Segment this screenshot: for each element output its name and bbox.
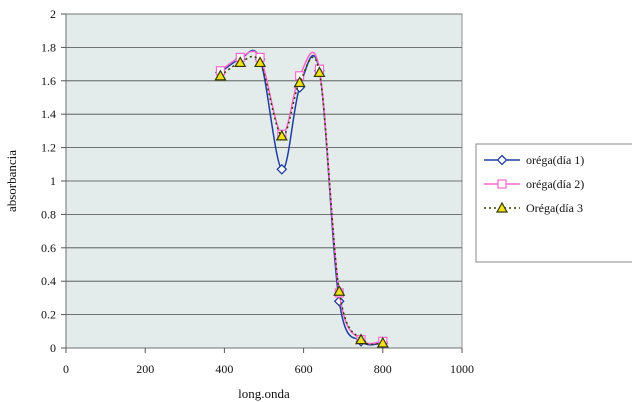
data-point xyxy=(333,284,346,296)
legend-marker xyxy=(496,154,508,166)
series-group xyxy=(214,49,389,349)
x-tick-label: 400 xyxy=(215,362,233,376)
x-axis-title: long.onda xyxy=(238,386,290,401)
series-line xyxy=(220,50,383,345)
data-point xyxy=(293,76,306,88)
y-tick-label: 0.8 xyxy=(41,207,56,221)
data-point xyxy=(313,66,326,78)
y-tick-label: 0.6 xyxy=(41,241,56,255)
y-tick-label: 1.6 xyxy=(41,74,56,88)
data-point xyxy=(234,56,247,68)
data-point xyxy=(214,69,227,81)
y-tick-label: 0.2 xyxy=(41,308,56,322)
data-point xyxy=(276,163,288,175)
legend-label: oréga(día 1) xyxy=(526,153,584,167)
x-tick-label: 1000 xyxy=(450,362,474,376)
y-tick-label: 1.8 xyxy=(41,40,56,54)
data-point xyxy=(376,336,389,348)
series-line xyxy=(220,55,383,346)
data-point xyxy=(275,129,288,141)
legend-marker xyxy=(497,179,507,189)
x-tick-label: 200 xyxy=(136,362,154,376)
legend-item: oréga(día 1) xyxy=(484,153,584,167)
legend-label: oréga(día 2) xyxy=(526,177,584,191)
y-tick-label: 1 xyxy=(50,174,56,188)
y-tick-label: 1.2 xyxy=(41,141,56,155)
y-tick-labels: 0 0.2 0.4 0.6 0.8 1 1.2 1.4 1.6 1.8 2 xyxy=(41,7,66,355)
x-tick-label: 800 xyxy=(374,362,392,376)
y-tick-label: 2 xyxy=(50,7,56,21)
y-tick-label: 0 xyxy=(50,341,56,355)
legend-item: oréga(día 2) xyxy=(484,177,584,191)
series-or-ga-d-a-3 xyxy=(214,55,389,348)
y-tick-label: 1.4 xyxy=(41,107,56,121)
data-point xyxy=(355,333,368,345)
x-tick-label: 0 xyxy=(63,362,69,376)
legend: oréga(día 1) oréga(día 2) Oréga(día 3 xyxy=(475,143,632,263)
legend-item: Oréga(día 3 xyxy=(484,201,583,215)
legend-marker xyxy=(495,201,509,213)
legend-label: Oréga(día 3 xyxy=(526,201,583,215)
x-tick-labels: 0 200 400 600 800 1000 xyxy=(63,348,474,376)
data-point xyxy=(254,56,267,68)
y-tick-label: 0.4 xyxy=(41,274,56,288)
x-tick-label: 600 xyxy=(295,362,313,376)
y-axis-title: absorbancia xyxy=(4,150,19,212)
